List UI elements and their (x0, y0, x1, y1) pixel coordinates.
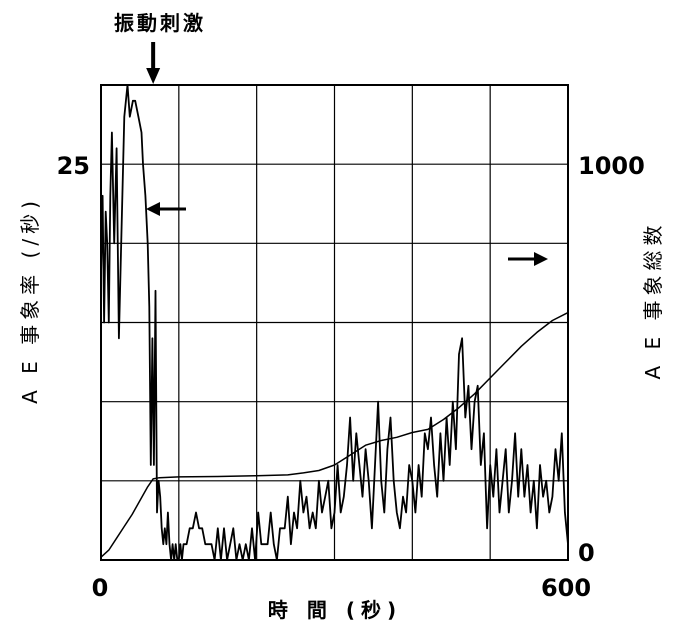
y-right-tick-0: 0 (578, 539, 595, 567)
stimulus-arrow-head (146, 68, 161, 84)
y-right-axis-label: A E 事象総数 (641, 220, 665, 379)
series-line-event-rate (100, 84, 569, 561)
x-tick-0: 0 (92, 574, 109, 602)
y-left-tick-25: 25 (57, 152, 90, 180)
plot-frame (100, 84, 569, 561)
y-left-axis-label: A E 事象率 (/秒) (18, 196, 42, 404)
right-series-arrow-head (534, 252, 548, 266)
y-right-tick-1000: 1000 (578, 152, 645, 180)
x-tick-600: 600 (541, 574, 591, 602)
stimulus-annotation: 振動刺激 (114, 11, 206, 35)
series-line-total-events (100, 311, 569, 558)
left-series-arrow-head (146, 202, 160, 216)
series-layer (100, 84, 569, 561)
x-axis-label: 時 間 (秒) (268, 598, 402, 622)
